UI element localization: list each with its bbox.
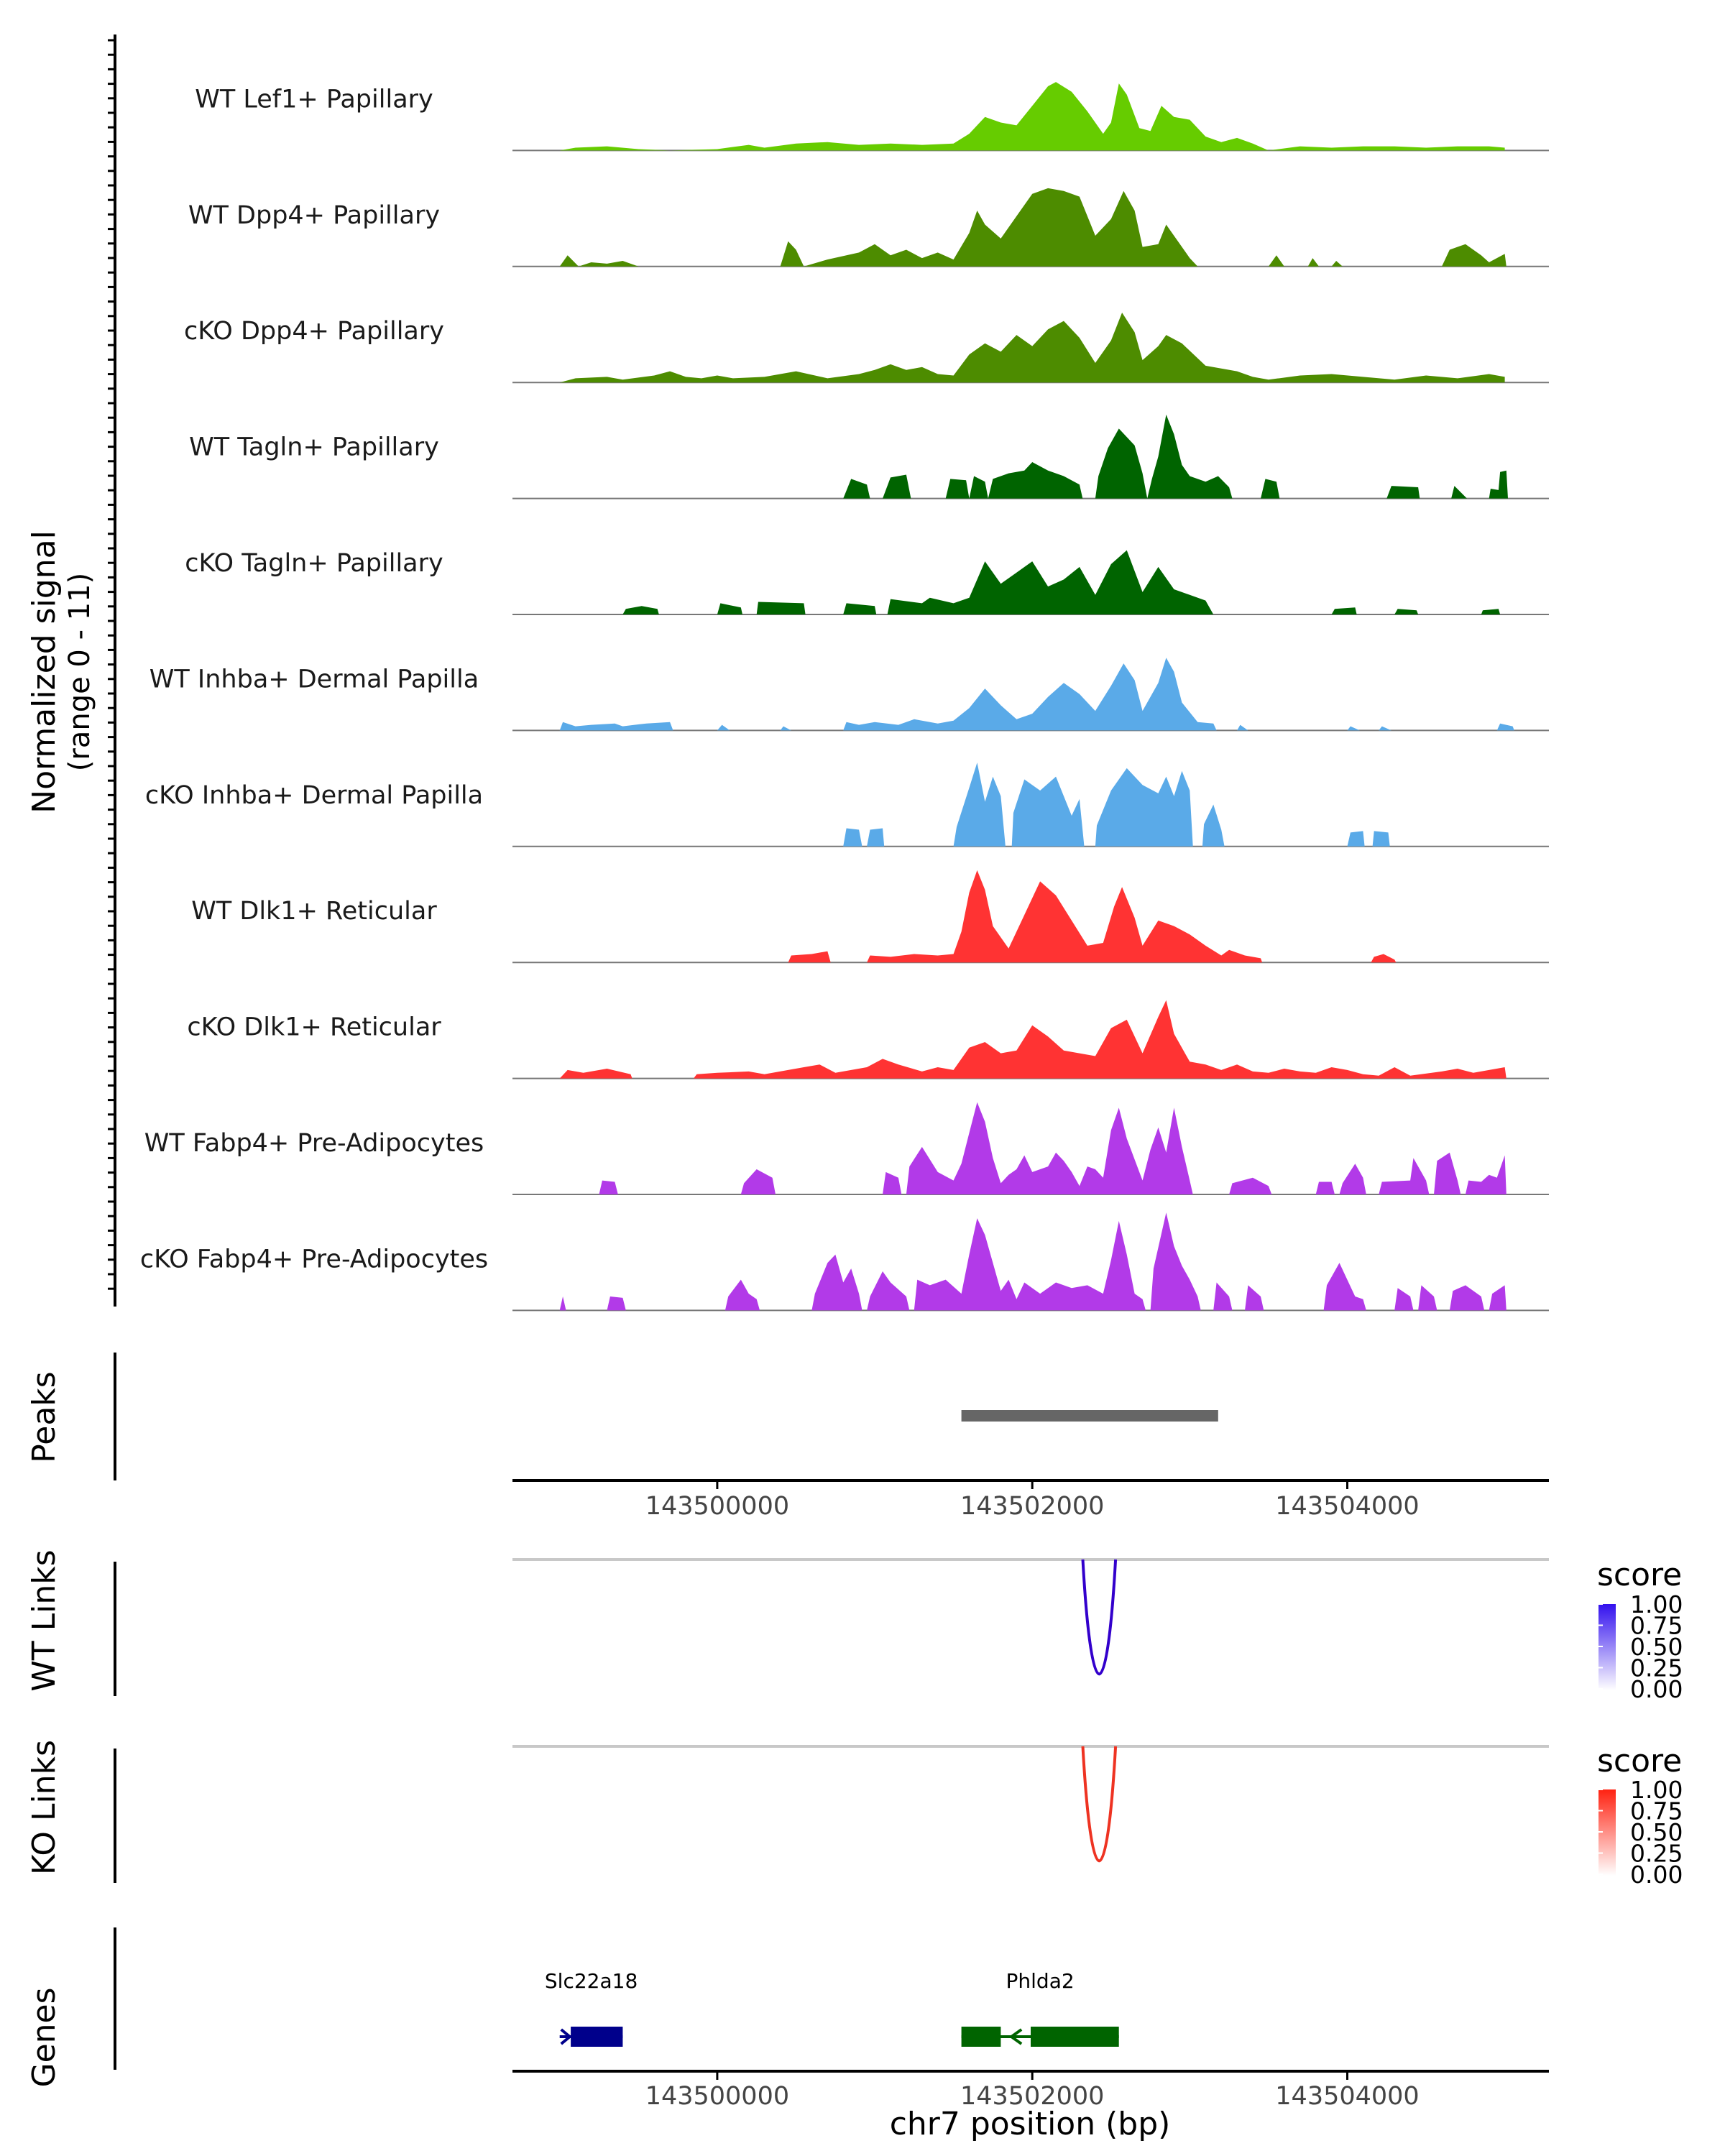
coverage-area-wt-fabp4-pre-adipocytes [599, 1102, 1506, 1194]
x-axis-label: chr7 position (bp) [890, 2106, 1171, 2142]
position-tick-label: 143504000 [1275, 1492, 1419, 1521]
coverage-area-wt-dpp4-papillary [559, 188, 1506, 267]
wt-links-label: WT Links [26, 1549, 63, 1691]
coverage-area-cko-inhba-dermal-papilla [843, 763, 1390, 847]
track-label-wt-inhba-dermal-papilla: WT Inhba+ Dermal Papilla [150, 665, 479, 694]
signal-y-axis [108, 34, 116, 1307]
wt-legend-label: 1.00 [1630, 1590, 1683, 1618]
genes-panel: Slc22a18 Phlda2 [114, 1927, 1119, 2070]
track-label-cko-tagln-papillary: cKO Tagln+ Papillary [185, 549, 443, 578]
wt-legend-label: 0.00 [1630, 1675, 1683, 1703]
coverage-area-cko-fabp4-pre-adipocytes [559, 1212, 1506, 1311]
track-label-cko-inhba-dermal-papilla: cKO Inhba+ Dermal Papilla [145, 781, 483, 810]
signal-y-axis-range: (range 0 - 11) [63, 573, 96, 771]
position-tick-label: 143500000 [645, 2082, 789, 2111]
slc22a18-gene-label: Slc22a18 [545, 1969, 638, 1993]
position-tick-label: 143500000 [645, 1492, 789, 1521]
coverage-area-cko-tagln-papillary [622, 550, 1501, 614]
phlda2-gene-label: Phlda2 [1006, 1969, 1075, 1993]
signal-tracks: WT Lef1+ Papillary WT Dpp4+ Papillary cKO … [140, 82, 1549, 1312]
wt-links-legend-title: score [1597, 1557, 1682, 1593]
track-label-wt-dpp4-papillary: WT Dpp4+ Papillary [188, 201, 440, 230]
wt-legend-label: 0.25 [1630, 1654, 1683, 1682]
phlda2-exon [1031, 2027, 1119, 2047]
wt-link-arc [1081, 1559, 1118, 1676]
ko-legend-label: 1.00 [1630, 1776, 1683, 1804]
coverage-area-cko-dlk1-reticular [559, 1000, 1506, 1079]
track-label-wt-tagln-papillary: WT Tagln+ Papillary [189, 433, 439, 462]
ko-link-arc [1081, 1746, 1118, 1863]
slc22a18-strand-arrow-icon [560, 2028, 572, 2045]
position-axis-bottom: 143500000 143502000 143504000 [512, 2070, 1549, 2111]
slc22a18-exon [571, 2027, 623, 2047]
wt-legend-label: 0.50 [1630, 1633, 1683, 1661]
signal-y-axis-label: Normalized signal [26, 530, 63, 814]
ko-legend-label: 0.75 [1630, 1797, 1683, 1825]
links-panels: 1.000.750.500.250.001.000.750.500.250.00 [114, 1558, 1683, 1889]
track-label-cko-dlk1-reticular: cKO Dlk1+ Reticular [187, 1013, 441, 1042]
ko-legend-label: 0.00 [1630, 1861, 1683, 1889]
position-tick-label: 143502000 [960, 2082, 1104, 2111]
track-label-wt-dlk1-reticular: WT Dlk1+ Reticular [191, 897, 437, 926]
position-tick-label: 143504000 [1275, 2082, 1419, 2111]
coverage-area-cko-dpp4-papillary [559, 313, 1505, 383]
phlda2-exon [961, 2027, 1001, 2047]
coverage-area-wt-lef1-papillary [559, 82, 1505, 151]
peaks-panel [114, 1353, 1218, 1480]
wt-legend-label: 0.75 [1630, 1612, 1683, 1640]
peaks-label: Peaks [26, 1371, 63, 1462]
track-label-cko-fabp4-pre-adipocytes: cKO Fabp4+ Pre-Adipocytes [140, 1245, 488, 1273]
coverage-area-wt-tagln-papillary [843, 414, 1508, 499]
ko-legend-label: 0.25 [1630, 1840, 1683, 1868]
track-label-wt-lef1-papillary: WT Lef1+ Papillary [195, 85, 433, 114]
coverage-area-wt-inhba-dermal-papilla [559, 658, 1514, 731]
position-tick-label: 143502000 [960, 1492, 1104, 1521]
track-label-wt-fabp4-pre-adipocytes: WT Fabp4+ Pre-Adipocytes [144, 1129, 484, 1158]
coverage-area-wt-dlk1-reticular [788, 870, 1397, 963]
phlda2-strand-arrow-icon [1008, 2028, 1023, 2045]
peak-region [961, 1410, 1218, 1422]
ko-links-legend-title: score [1597, 1743, 1682, 1779]
ko-legend-label: 0.50 [1630, 1818, 1683, 1846]
genes-label: Genes [26, 1987, 63, 2087]
ko-links-label: KO Links [26, 1740, 63, 1875]
position-axis-top: 143500000 143502000 143504000 [512, 1479, 1549, 1521]
track-label-cko-dpp4-papillary: cKO Dpp4+ Papillary [184, 317, 444, 346]
